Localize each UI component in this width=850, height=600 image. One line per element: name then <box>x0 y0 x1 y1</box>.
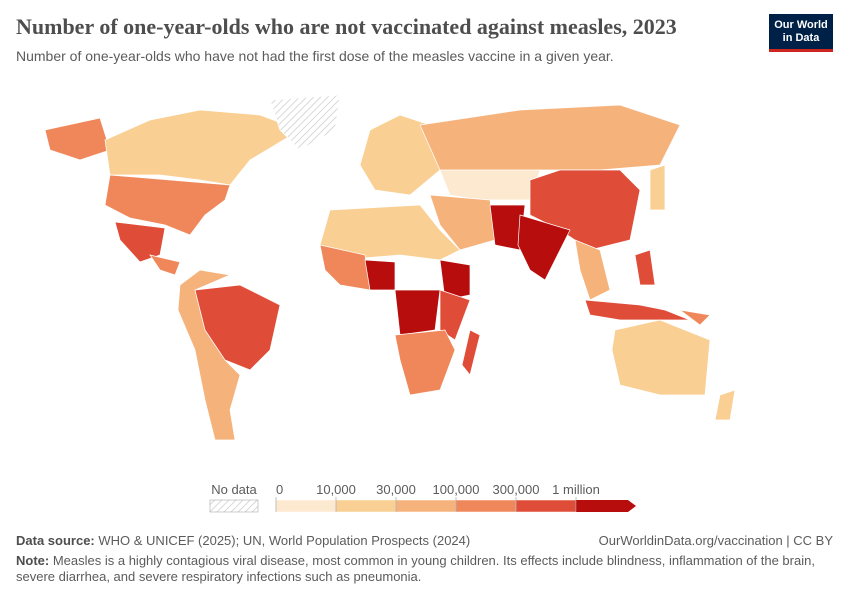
country[interactable] <box>359 114 441 196</box>
legend-swatch[interactable] <box>455 499 517 513</box>
legend-swatch[interactable] <box>275 499 337 513</box>
country[interactable] <box>194 284 281 371</box>
country[interactable] <box>461 329 481 376</box>
subtitle: Number of one-year-olds who have not had… <box>16 48 614 64</box>
country[interactable] <box>364 259 396 291</box>
title: Number of one-year-olds who are not vacc… <box>16 14 677 39</box>
country[interactable] <box>429 194 496 251</box>
country[interactable] <box>439 289 471 341</box>
legend-tick-label: 10,000 <box>316 482 356 497</box>
note: Note: Measles is a highly contagious vir… <box>16 553 816 585</box>
legend-no-data-swatch[interactable] <box>209 499 259 513</box>
country[interactable] <box>419 104 681 176</box>
country[interactable] <box>319 244 371 291</box>
legend-no-data-label: No data <box>211 482 257 497</box>
legend-tick-label: 0 <box>276 482 283 497</box>
note-text: Measles is a highly contagious viral dis… <box>16 553 815 584</box>
legend-tick-label: 300,000 <box>493 482 540 497</box>
countries <box>44 94 736 441</box>
country[interactable] <box>104 174 231 236</box>
logo-line: in Data <box>782 32 820 44</box>
legend-tick-label: 100,000 <box>433 482 480 497</box>
country[interactable] <box>529 169 641 251</box>
legend-swatch[interactable] <box>576 500 636 512</box>
country[interactable] <box>114 221 166 263</box>
logo[interactable]: Our World in Data <box>769 14 833 52</box>
country[interactable] <box>104 109 301 186</box>
source-text: WHO & UNICEF (2025); UN, World Populatio… <box>98 533 471 548</box>
country[interactable] <box>517 214 571 281</box>
country[interactable] <box>44 117 111 161</box>
logo-line: Our World <box>774 19 828 31</box>
country[interactable] <box>714 389 736 421</box>
legend-swatch[interactable] <box>395 499 457 513</box>
country[interactable] <box>177 269 241 441</box>
country[interactable] <box>611 319 711 396</box>
country[interactable] <box>574 239 611 301</box>
country[interactable] <box>649 164 666 211</box>
country[interactable] <box>679 309 711 326</box>
legend: No data 0 10,000 30,000 100,000 300,000 1 mil… <box>209 482 636 513</box>
note-label: Note: <box>16 553 50 568</box>
legend-tick-label: 30,000 <box>376 482 416 497</box>
country[interactable] <box>439 259 471 301</box>
link[interactable]: OurWorldinData.org/vaccination | CC BY <box>598 533 833 548</box>
country[interactable] <box>634 249 656 286</box>
source: Data source: WHO & UNICEF (2025); UN, Wo… <box>16 533 470 548</box>
country[interactable] <box>439 169 541 201</box>
country[interactable] <box>394 289 441 336</box>
country-no-data[interactable] <box>269 94 341 151</box>
legend-swatch[interactable] <box>335 499 397 513</box>
country[interactable] <box>394 329 456 396</box>
legend-tick-label: 1 million <box>552 482 600 497</box>
source-label: Data source: <box>16 533 95 548</box>
legend-swatch[interactable] <box>515 499 577 513</box>
country[interactable] <box>149 254 181 276</box>
country[interactable] <box>584 299 691 321</box>
country[interactable] <box>489 204 526 251</box>
